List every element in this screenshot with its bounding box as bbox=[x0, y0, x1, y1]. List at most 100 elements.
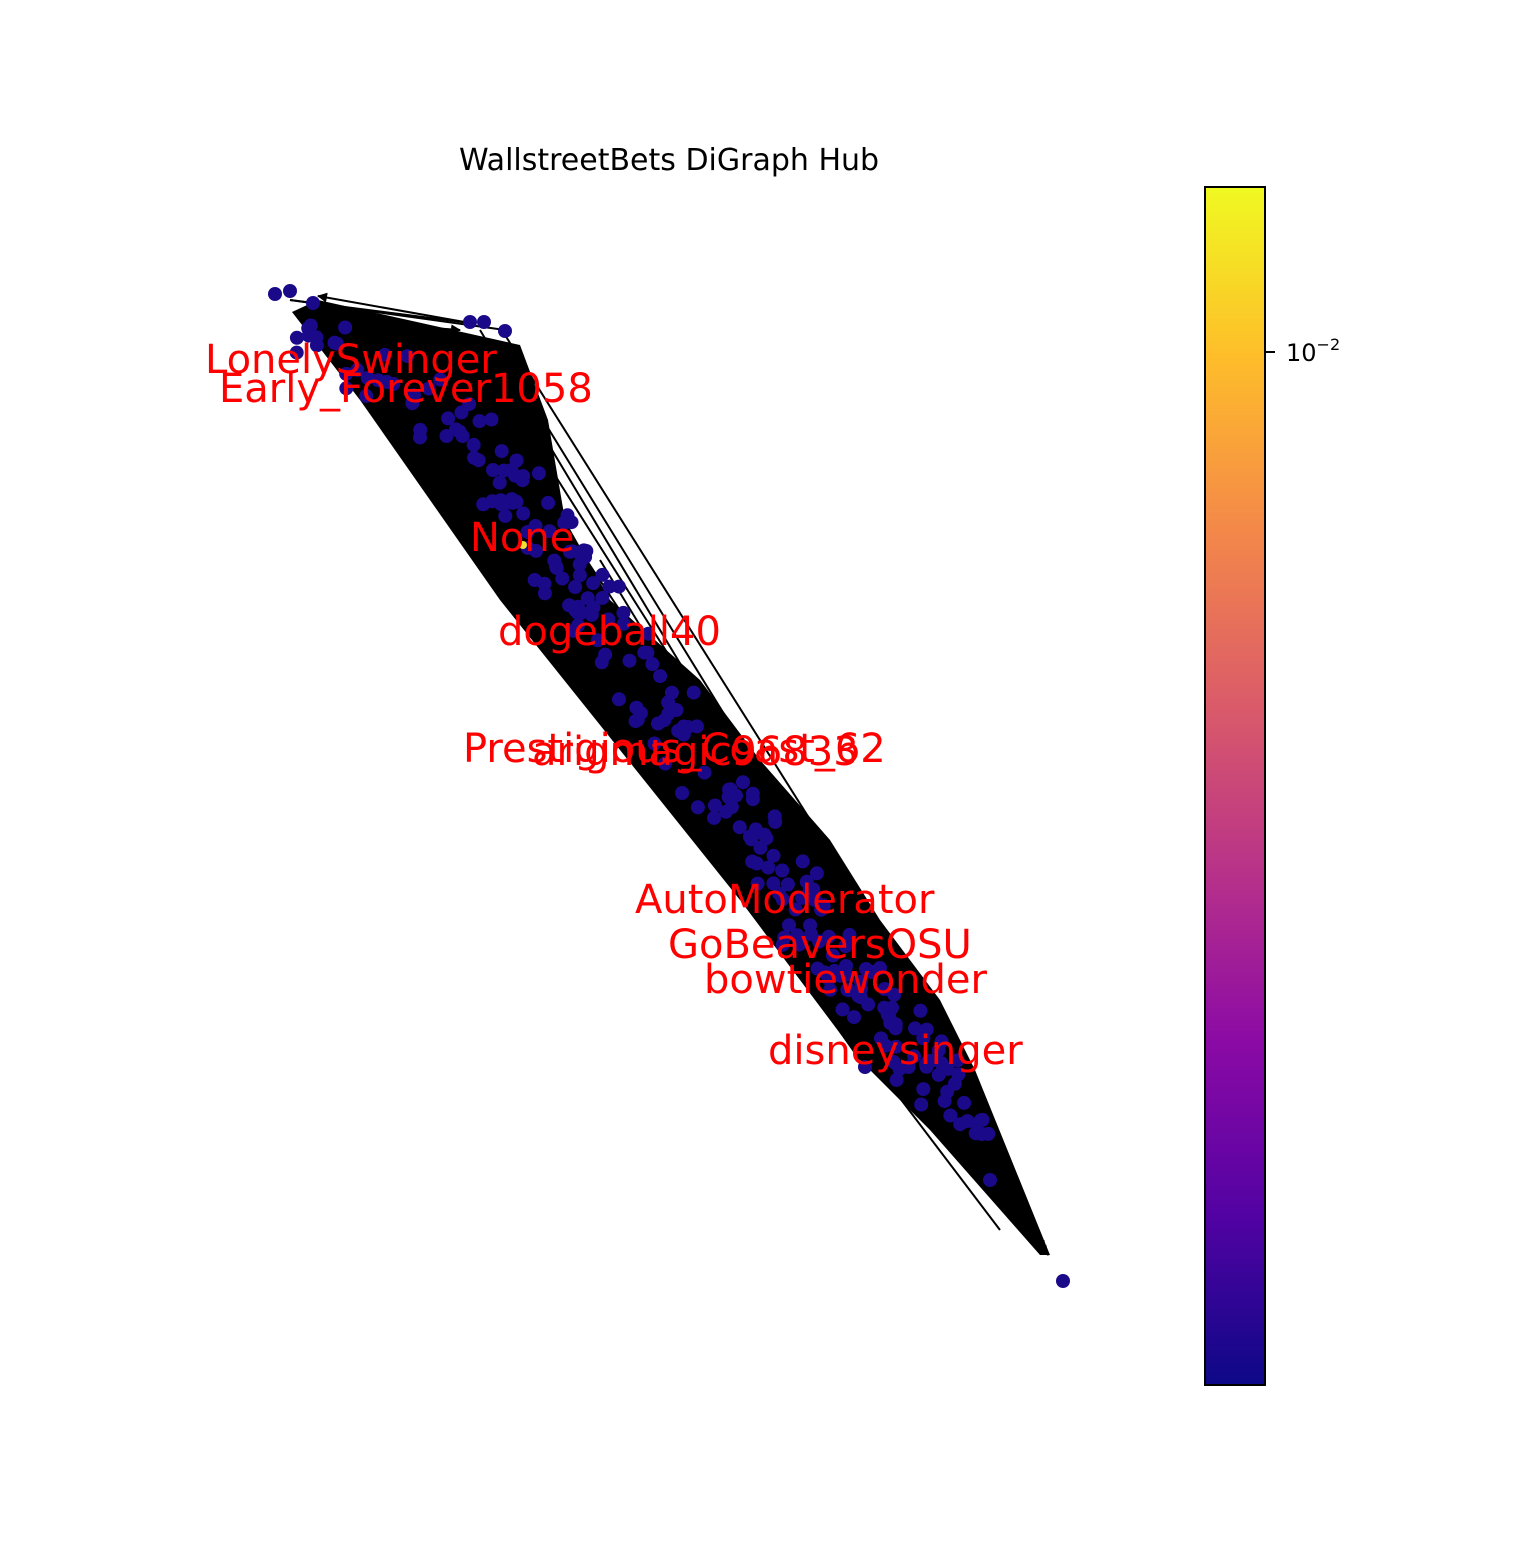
graph-node bbox=[809, 866, 824, 881]
graph-node bbox=[983, 1173, 997, 1187]
graph-node bbox=[669, 703, 684, 717]
graph-node bbox=[686, 685, 701, 700]
graph-node bbox=[744, 832, 759, 847]
node-label-bowtiewonder: bowtiewonder bbox=[704, 957, 988, 1003]
graph-node bbox=[782, 918, 796, 933]
edge-line bbox=[499, 349, 901, 1001]
graph-node bbox=[433, 372, 448, 387]
graph-node bbox=[590, 633, 605, 648]
colorbar: 10−2 bbox=[1204, 186, 1340, 1386]
graph-node bbox=[745, 786, 760, 801]
graph-node bbox=[377, 347, 392, 362]
graph-node bbox=[350, 362, 365, 377]
graph-node bbox=[413, 430, 427, 445]
graph-node bbox=[775, 937, 790, 952]
node-label-gobeaversosu: GoBeaversOSU bbox=[668, 922, 972, 968]
graph-node bbox=[571, 618, 585, 633]
edge-line bbox=[479, 329, 991, 1181]
graph-node bbox=[486, 463, 500, 477]
graph-node bbox=[858, 1060, 872, 1074]
graph-node bbox=[283, 284, 297, 298]
colorbar-frame bbox=[1204, 186, 1266, 1386]
node-layer bbox=[268, 284, 1070, 1288]
graph-node bbox=[975, 1112, 990, 1127]
chart-title: WallstreetBets DiGraph Hub bbox=[459, 143, 879, 178]
graph-node bbox=[452, 424, 467, 439]
graph-node bbox=[761, 860, 776, 875]
node-label-early-forever1058: Early_Forever1058 bbox=[219, 366, 593, 412]
graph-node bbox=[707, 810, 721, 825]
graph-node bbox=[874, 1031, 888, 1046]
graph-node bbox=[339, 366, 354, 381]
graph-node bbox=[519, 541, 527, 549]
graph-node bbox=[441, 411, 456, 426]
graph-node bbox=[616, 616, 631, 631]
graph-node bbox=[957, 1095, 972, 1110]
graph-node bbox=[602, 579, 617, 594]
graph-node bbox=[913, 1003, 928, 1018]
graph-node bbox=[723, 782, 738, 797]
graph-node bbox=[485, 494, 500, 509]
edge-line bbox=[329, 329, 481, 350]
graph-node bbox=[861, 997, 876, 1012]
graph-node bbox=[516, 506, 531, 521]
graph-node bbox=[560, 508, 575, 523]
graph-node bbox=[327, 335, 342, 350]
graph-node bbox=[838, 939, 853, 953]
graph-node bbox=[537, 576, 552, 591]
graph-node bbox=[541, 495, 556, 510]
graph-node bbox=[359, 388, 374, 403]
graph-node bbox=[494, 444, 509, 459]
graph-node bbox=[981, 1126, 996, 1141]
graph-node bbox=[289, 330, 304, 345]
graph-node bbox=[640, 645, 655, 660]
graph-node bbox=[690, 800, 705, 815]
graph-node bbox=[823, 982, 838, 997]
graph-node bbox=[498, 508, 513, 523]
graph-node bbox=[766, 876, 781, 891]
edge-line bbox=[339, 359, 1001, 1231]
graph-node bbox=[697, 765, 712, 780]
graph-node bbox=[806, 882, 821, 897]
graph-node bbox=[658, 756, 673, 771]
graph-node bbox=[835, 1002, 850, 1017]
graph-node bbox=[498, 324, 512, 338]
graph-node bbox=[463, 315, 477, 329]
graph-node bbox=[823, 969, 838, 984]
graph-node bbox=[887, 987, 902, 1002]
node-label-disneysinger: disneysinger bbox=[768, 1028, 1023, 1074]
graph-node bbox=[877, 1000, 892, 1015]
graph-node bbox=[531, 466, 546, 481]
graph-node bbox=[795, 854, 810, 869]
graph-node bbox=[647, 736, 662, 751]
edge-line bbox=[409, 419, 861, 1061]
graph-node bbox=[505, 495, 520, 510]
graph-node bbox=[839, 959, 853, 973]
graph-node bbox=[555, 571, 570, 586]
graph-node bbox=[360, 370, 375, 385]
graph-node bbox=[289, 345, 304, 360]
graph-node bbox=[753, 840, 768, 855]
graph-node bbox=[795, 890, 810, 905]
graph-node bbox=[484, 412, 499, 427]
graph-node bbox=[622, 653, 637, 668]
graph-node bbox=[338, 320, 353, 335]
graph-node bbox=[840, 982, 855, 997]
graph-node bbox=[572, 545, 587, 560]
graph-node bbox=[520, 525, 535, 539]
graph-node bbox=[950, 1053, 965, 1068]
node-label-dogeball40: dogeball40 bbox=[498, 609, 721, 655]
graph-node bbox=[780, 877, 795, 892]
graph-node bbox=[562, 598, 577, 613]
graph-node bbox=[629, 700, 644, 715]
graph-node bbox=[914, 1097, 929, 1112]
graph-node bbox=[508, 468, 522, 483]
graph-node bbox=[842, 927, 857, 942]
graph-node bbox=[612, 692, 626, 707]
graph-node bbox=[907, 1049, 922, 1064]
graph-node bbox=[947, 1076, 962, 1091]
graph-node bbox=[810, 961, 825, 976]
graph-node bbox=[847, 1010, 861, 1025]
graph-node bbox=[931, 1043, 946, 1058]
